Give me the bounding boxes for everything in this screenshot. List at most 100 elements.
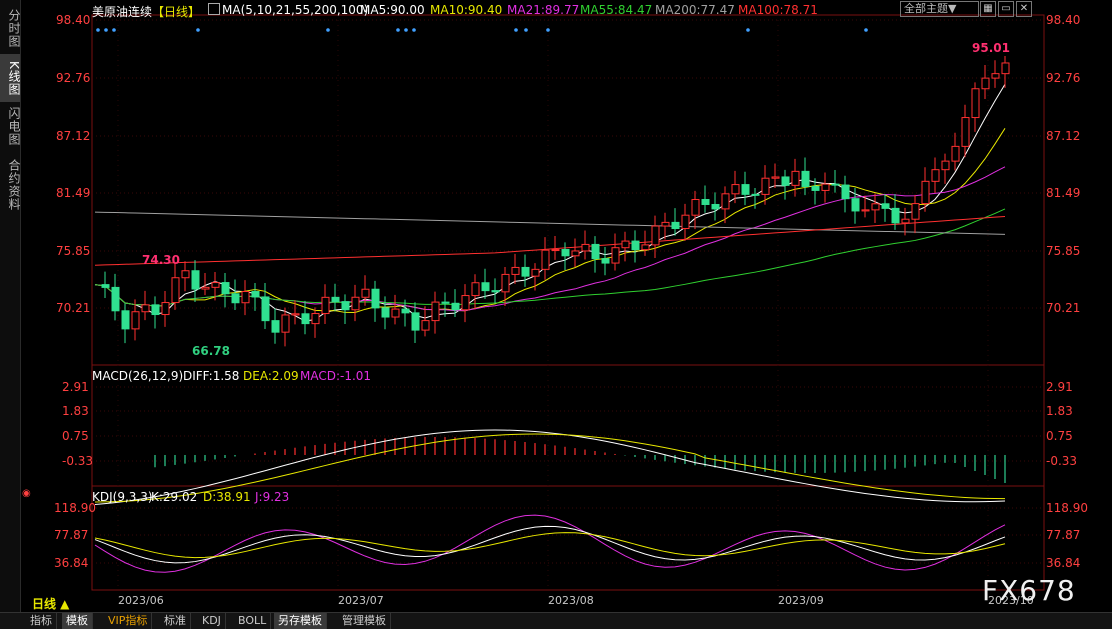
- candle-body: [321, 296, 330, 315]
- candle-body: [921, 180, 930, 205]
- candle-body: [941, 160, 950, 171]
- xaxis-label: 2023/07: [338, 594, 384, 607]
- candle-body: [481, 282, 490, 292]
- candle-body: [131, 311, 140, 330]
- candle-body: [821, 183, 830, 191]
- candlestick-series: [101, 55, 1010, 347]
- tab-standard[interactable]: 标准: [160, 613, 191, 629]
- candle-body: [101, 284, 110, 288]
- candle-body: [141, 304, 150, 313]
- macd-dea-value: DEA:2.09: [243, 369, 299, 383]
- tab-vip-indicator[interactable]: VIP指标: [104, 613, 153, 629]
- event-markers: [96, 28, 868, 32]
- close-icon[interactable]: ✕: [1016, 1, 1032, 17]
- candle-body: [711, 203, 720, 210]
- kdj-lines: [94, 514, 1006, 573]
- axis-tick-label: -0.33: [62, 454, 94, 468]
- candle-body: [611, 247, 620, 264]
- candle-body: [491, 290, 500, 293]
- macd-diff-value: DIFF:1.58: [183, 369, 240, 383]
- candle-body: [861, 209, 870, 212]
- kdj-settings-icon[interactable]: ◉: [22, 488, 31, 499]
- candle-body: [741, 184, 750, 195]
- event-marker: [396, 28, 400, 32]
- period-button[interactable]: 日线 ▲: [32, 597, 70, 611]
- event-marker: [112, 28, 116, 32]
- candle-body: [971, 88, 980, 119]
- candle-body: [301, 313, 310, 325]
- grid-view-icon[interactable]: ▦: [980, 1, 996, 17]
- ma10-line: [94, 128, 1006, 313]
- candle-body: [841, 184, 850, 200]
- candle-body: [201, 286, 210, 290]
- candle-body: [781, 176, 790, 186]
- event-marker: [104, 28, 108, 32]
- event-marker: [514, 28, 518, 32]
- theme-select[interactable]: 全部主题▼: [900, 1, 979, 17]
- candle-body: [171, 277, 180, 304]
- candle-body: [351, 296, 360, 311]
- ma10-value: MA10:90.40: [430, 3, 503, 17]
- candle-body: [211, 282, 220, 288]
- left-sidebar: 分时图 K线图 闪电图 合约资料: [0, 0, 21, 612]
- event-marker: [404, 28, 408, 32]
- candle-body: [561, 249, 570, 257]
- candle-body: [111, 286, 120, 312]
- candle-body: [691, 199, 700, 216]
- tab-boll[interactable]: BOLL: [234, 613, 272, 629]
- axis-tick-label: 81.49: [56, 186, 91, 200]
- axis-tick-label: 81.49: [1046, 186, 1081, 200]
- candle-body: [501, 273, 510, 293]
- tab-kdj[interactable]: KDJ: [198, 613, 226, 629]
- event-marker: [412, 28, 416, 32]
- candle-body: [621, 240, 630, 249]
- candle-body: [451, 302, 460, 311]
- candle-body: [291, 313, 300, 316]
- candle-body: [531, 268, 540, 277]
- tab-manage-template[interactable]: 管理模板: [338, 613, 391, 629]
- candle-body: [791, 170, 800, 186]
- tab-timeshare[interactable]: 分时图: [7, 8, 21, 48]
- candle-body: [811, 185, 820, 191]
- axis-tick-label: 77.87: [1046, 528, 1081, 542]
- macd-diff-line: [94, 429, 1006, 505]
- candle-body: [251, 291, 260, 298]
- macd-value: MACD:-1.01: [300, 369, 372, 383]
- xaxis-label: 2023/10: [988, 594, 1034, 607]
- axis-tick-label: 0.75: [1046, 429, 1073, 443]
- xaxis-label: 2023/09: [778, 594, 824, 607]
- tab-save-template[interactable]: 另存模板: [274, 613, 327, 629]
- tab-indicator[interactable]: 指标: [26, 613, 57, 629]
- chart-grid: [91, 14, 1045, 591]
- candle-body: [261, 296, 270, 322]
- instrument-name: 美原油连续: [92, 5, 153, 19]
- chart-canvas[interactable]: [20, 0, 1112, 612]
- tab-kline[interactable]: K线图: [0, 54, 21, 102]
- axis-tick-label: 1.83: [1046, 404, 1073, 418]
- axis-tick-label: 0.75: [62, 429, 89, 443]
- high-annotation: 95.01: [972, 41, 1010, 55]
- axis-tick-label: 1.83: [62, 404, 89, 418]
- candle-body: [871, 203, 880, 211]
- candle-body: [441, 301, 450, 304]
- candle-body: [951, 145, 960, 162]
- ma-params: MA(5,10,21,55,200,100): [222, 3, 369, 17]
- axis-tick-label: 87.12: [1046, 129, 1081, 143]
- tab-template[interactable]: 模板: [62, 613, 93, 629]
- period-tag: 【日线】: [152, 5, 201, 19]
- candle-body: [911, 203, 920, 220]
- tab-contract-info[interactable]: 合约资料: [7, 159, 21, 211]
- grid-icon[interactable]: [208, 3, 220, 15]
- minimize-icon[interactable]: ▭: [998, 1, 1014, 17]
- macd-params: MACD(26,12,9): [92, 369, 184, 383]
- tab-lightning[interactable]: 闪电图: [7, 106, 21, 146]
- candle-body: [421, 320, 430, 331]
- candle-body: [271, 320, 280, 333]
- candle-body: [411, 312, 420, 331]
- candle-body: [651, 225, 660, 246]
- candle-body: [521, 266, 530, 277]
- candle-body: [551, 249, 560, 252]
- candle-body: [851, 198, 860, 212]
- axis-tick-label: 118.90: [54, 501, 96, 515]
- candle-body: [901, 218, 910, 224]
